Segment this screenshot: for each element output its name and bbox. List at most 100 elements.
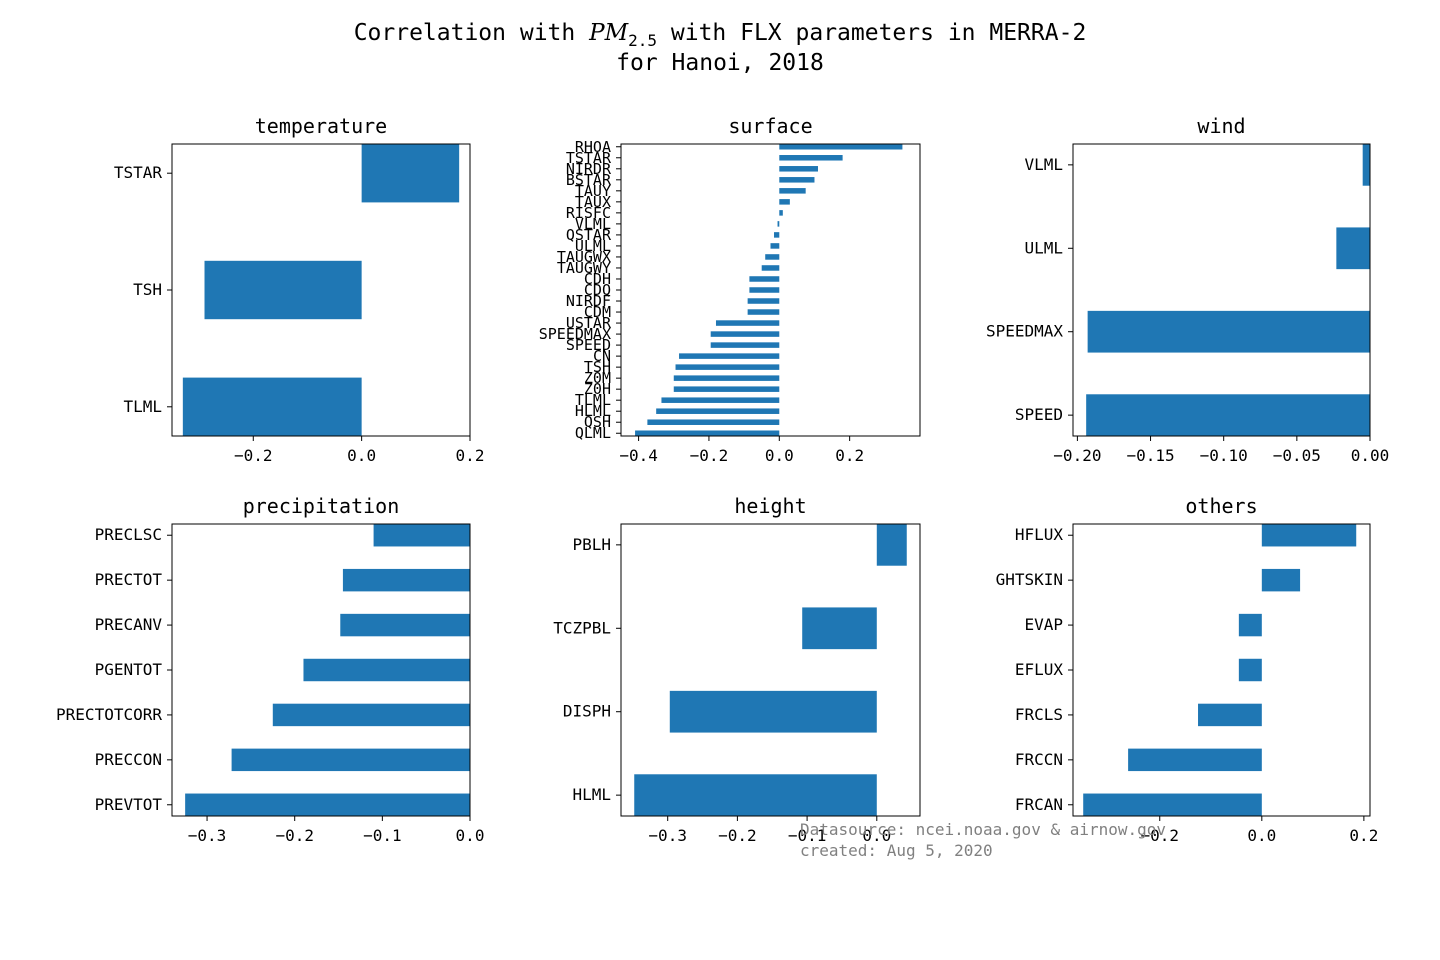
bar bbox=[656, 408, 780, 414]
axes-frame bbox=[1072, 143, 1371, 437]
y-tick-label: GHTSKIN bbox=[996, 570, 1063, 589]
bar bbox=[710, 342, 780, 348]
y-tick-label: DISPH bbox=[563, 702, 611, 721]
bar bbox=[185, 793, 470, 816]
bar bbox=[779, 210, 783, 216]
y-tick-label: PRECANV bbox=[95, 615, 163, 634]
x-tick-label: 0.0 bbox=[862, 826, 891, 845]
y-tick-label: EFLUX bbox=[1015, 660, 1064, 679]
bar bbox=[779, 188, 806, 194]
x-tick-label: −0.2 bbox=[690, 446, 729, 465]
bar bbox=[747, 298, 780, 304]
bar bbox=[779, 155, 843, 161]
bar bbox=[749, 287, 780, 293]
y-tick-label: TSH bbox=[584, 358, 611, 376]
y-tick-label: VLML bbox=[1024, 155, 1063, 174]
y-tick-label: FRCAN bbox=[1015, 795, 1063, 814]
y-tick-label: FRCLS bbox=[1015, 705, 1063, 724]
x-tick-label: −0.20 bbox=[1053, 446, 1101, 465]
y-tick-label: PREVTOT bbox=[95, 795, 163, 814]
figure-title: Correlation with PM2.5 with FLX paramete… bbox=[354, 20, 1087, 50]
y-tick-label: PRECTOTCORR bbox=[56, 705, 162, 724]
y-tick-label: Z0H bbox=[584, 380, 611, 398]
bar bbox=[661, 397, 780, 403]
bar bbox=[779, 199, 790, 205]
bar bbox=[1362, 144, 1370, 186]
bar bbox=[777, 221, 780, 227]
bar bbox=[761, 265, 780, 271]
figure-title-prefix: Correlation with bbox=[354, 20, 589, 46]
y-tick-label: BSTAR bbox=[566, 171, 612, 189]
panel-title: temperature bbox=[255, 114, 387, 138]
x-tick-label: 0.0 bbox=[456, 826, 485, 845]
axes-frame bbox=[620, 523, 921, 817]
bar bbox=[802, 607, 877, 650]
bar bbox=[1261, 524, 1357, 547]
bar bbox=[747, 309, 780, 315]
y-tick-label: ULML bbox=[575, 237, 611, 255]
y-tick-label: TSTAR bbox=[114, 163, 163, 182]
y-tick-label: ULML bbox=[1024, 238, 1063, 257]
bar bbox=[673, 386, 780, 392]
chart-height: height PBLH TCZPBL DISPH HLML −0.3 −0.2 −0.1 0.0 bbox=[553, 494, 921, 845]
x-tick-label: −0.15 bbox=[1126, 446, 1174, 465]
bar bbox=[1083, 793, 1262, 816]
chart-precipitation: precipitation PRECLSC PRECTOT PRECANV PGENTO… bbox=[56, 494, 484, 845]
figure-title-line2: for Hanoi, 2018 bbox=[616, 50, 824, 76]
y-tick-label: TCZPBL bbox=[553, 618, 611, 637]
y-tick-label: CDM bbox=[584, 303, 611, 321]
y-tick-label: TAUX bbox=[575, 193, 611, 211]
panel-title: surface bbox=[728, 114, 812, 138]
y-tick-label: RISFC bbox=[566, 204, 611, 222]
bar bbox=[634, 774, 877, 816]
x-tick-label: −0.2 bbox=[234, 446, 273, 465]
y-tick-label: TAUY bbox=[575, 182, 611, 200]
bar bbox=[647, 419, 780, 425]
bar bbox=[779, 177, 815, 183]
y-tick-label: PGENTOT bbox=[95, 660, 163, 679]
y-tick-label: QSTAR bbox=[566, 226, 612, 244]
y-tick-label: HLML bbox=[575, 402, 611, 420]
y-tick-label: NIRDF bbox=[566, 292, 611, 310]
y-tick-label: SPEED bbox=[1015, 405, 1063, 424]
y-tick-label: TSH bbox=[133, 280, 162, 299]
bar bbox=[373, 524, 470, 547]
bar bbox=[272, 703, 470, 727]
bar bbox=[1086, 394, 1370, 436]
y-tick-label: PRECTOT bbox=[95, 570, 163, 589]
bar bbox=[669, 690, 877, 733]
y-tick-label: RHOA bbox=[575, 138, 611, 156]
y-tick-label: EVAP bbox=[1024, 615, 1063, 634]
y-tick-label: TLML bbox=[575, 391, 611, 409]
y-tick-label: PRECCON bbox=[95, 750, 162, 769]
figure-title-subscript: 2.5 bbox=[628, 31, 657, 50]
x-tick-label: −0.05 bbox=[1273, 446, 1321, 465]
chart-wind: wind VLML ULML SPEEDMAX SPEED −0.20 −0.15 −0.10… bbox=[986, 114, 1389, 465]
y-tick-label: VLML bbox=[575, 215, 611, 233]
x-tick-label: 0.0 bbox=[347, 446, 376, 465]
y-tick-label: TAUGWX bbox=[557, 248, 611, 266]
x-tick-label: −0.2 bbox=[275, 826, 314, 845]
bar bbox=[1336, 227, 1370, 270]
bar bbox=[1198, 703, 1262, 727]
x-tick-label: −0.2 bbox=[718, 826, 757, 845]
x-tick-label: −0.3 bbox=[188, 826, 227, 845]
bar bbox=[1087, 310, 1370, 353]
panel-title: height bbox=[734, 494, 806, 518]
x-tick-label: −0.1 bbox=[788, 826, 827, 845]
y-tick-label: PBLH bbox=[572, 535, 611, 554]
panel-title: wind bbox=[1197, 114, 1245, 138]
y-tick-label: CDQ bbox=[584, 281, 611, 299]
x-tick-label: 0.0 bbox=[765, 446, 794, 465]
panel-title: precipitation bbox=[243, 494, 400, 518]
y-tick-label: PRECLSC bbox=[95, 525, 162, 544]
y-tick-label: CN bbox=[593, 347, 611, 365]
y-tick-label: TLML bbox=[123, 397, 162, 416]
y-tick-label: QSH bbox=[584, 413, 611, 431]
y-tick-label: HFLUX bbox=[1015, 525, 1064, 544]
bar bbox=[710, 331, 780, 337]
bar bbox=[715, 320, 780, 326]
bar bbox=[342, 568, 470, 592]
y-tick-label: HLML bbox=[572, 785, 611, 804]
